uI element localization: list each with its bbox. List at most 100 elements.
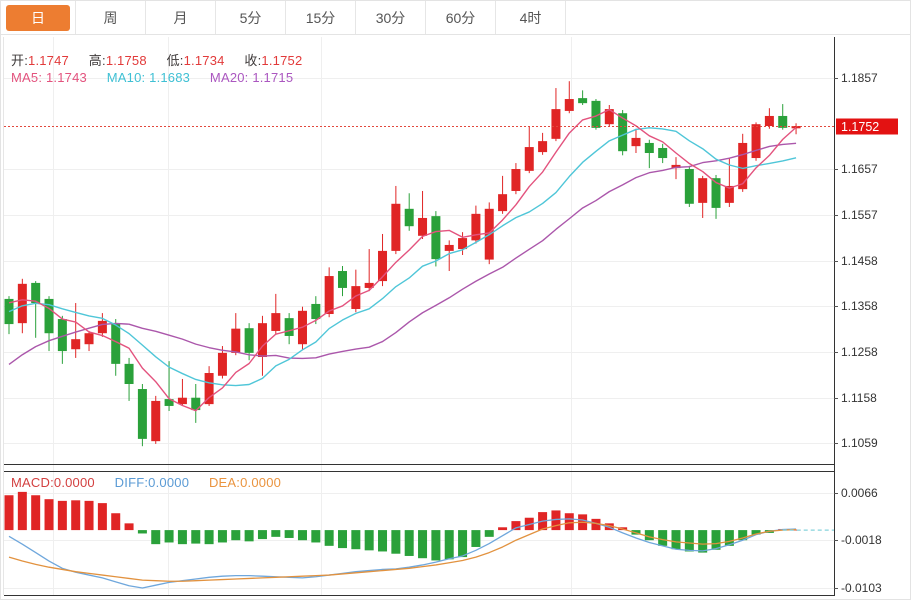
- diff-label: DIFF:: [114, 475, 149, 490]
- current-price-badge-value: 1.1752: [841, 120, 879, 134]
- macd-histogram-bar: [484, 530, 494, 537]
- candle-body: [151, 400, 161, 442]
- tab-30分[interactable]: 30分: [356, 1, 426, 34]
- macd-label: MACD:: [11, 475, 54, 490]
- candle-body: [511, 169, 521, 191]
- price-axis-label: 1.1657: [841, 162, 878, 176]
- candle-body: [671, 164, 681, 169]
- candle-body: [364, 282, 374, 288]
- macd-histogram-bar: [311, 530, 321, 543]
- candle-body: [284, 318, 294, 336]
- candle-body: [751, 124, 761, 159]
- candle-body: [738, 142, 748, 190]
- timeframe-tabs: 日周月 5分 15分 30分 60分 4时: [1, 1, 910, 35]
- candle-body: [124, 363, 134, 384]
- macd-histogram-bar: [297, 530, 307, 541]
- ma10-value: 1.1683: [149, 70, 191, 85]
- candle-body: [724, 185, 734, 203]
- candle-body: [644, 142, 654, 154]
- macd-histogram-bar: [351, 530, 361, 550]
- candle-body: [444, 244, 454, 251]
- dea-label: DEA:: [208, 475, 241, 490]
- ohlc-legend: 开:1.1747 高:1.1758 低:1.1734 收:1.1752: [11, 50, 318, 69]
- candle-body: [711, 178, 721, 208]
- candle-body: [57, 319, 67, 352]
- macd-histogram-bar: [31, 495, 41, 531]
- candle-body: [217, 352, 227, 376]
- macd-histogram-bar: [391, 530, 401, 554]
- macd-histogram-bar: [404, 530, 414, 556]
- macd-histogram-bar: [204, 530, 214, 545]
- candle-body: [311, 303, 321, 320]
- candle-body: [764, 115, 774, 127]
- macd-histogram-bar: [124, 523, 134, 531]
- tab-周[interactable]: 周: [76, 1, 146, 34]
- candle-body: [684, 169, 694, 204]
- macd-histogram-bar: [511, 521, 521, 531]
- macd-histogram-bar: [17, 491, 27, 531]
- ma5-line: [8, 108, 797, 412]
- candle-body: [271, 313, 281, 331]
- candle-body: [244, 328, 254, 353]
- macd-diff-line: [8, 518, 797, 589]
- macd-legend: MACD:0.0000 DIFF:0.0000 DEA:0.0000: [11, 475, 297, 490]
- candle-body: [778, 115, 788, 128]
- macd-histogram-bar: [658, 530, 668, 546]
- tab-5分[interactable]: 5分: [216, 1, 286, 34]
- macd-histogram-bar: [711, 530, 721, 550]
- macd-histogram-bar: [257, 530, 267, 540]
- macd-axis-label: -0.0018: [841, 533, 882, 547]
- candle-body: [458, 238, 468, 250]
- candle-body: [604, 109, 614, 125]
- candle-body: [111, 323, 121, 364]
- tab-4时[interactable]: 4时: [496, 1, 566, 34]
- macd-histogram-bar: [498, 527, 508, 531]
- macd-histogram-bar: [137, 530, 147, 534]
- ma20-value: 1.1715: [252, 70, 294, 85]
- macd-histogram-bar: [564, 513, 574, 531]
- candle-body: [257, 323, 267, 358]
- ma20-label: MA20:: [209, 70, 249, 85]
- candle-body: [84, 333, 94, 345]
- candle-body: [44, 298, 54, 334]
- candle-body: [351, 286, 361, 309]
- macd-histogram-bar: [111, 513, 121, 531]
- candle-body: [391, 203, 401, 251]
- ma20-line: [8, 142, 797, 366]
- close-label: 收:: [244, 53, 262, 68]
- macd-axis-label: 0.0066: [841, 486, 878, 500]
- macd-histogram-bar: [431, 530, 441, 561]
- macd-histogram-bar: [378, 530, 388, 552]
- dea-value: 0.0000: [240, 475, 282, 490]
- low-label: 低:: [166, 53, 184, 68]
- macd-histogram-bar: [591, 518, 601, 531]
- macd-axis-label: -0.0103: [841, 581, 882, 595]
- tab-月[interactable]: 月: [146, 1, 216, 34]
- price-axis-label: 1.1458: [841, 254, 878, 268]
- tab-日[interactable]: 日: [1, 1, 76, 34]
- candle-body: [378, 250, 388, 282]
- candle-body: [578, 98, 588, 104]
- candle-body: [164, 399, 174, 406]
- tab-60分[interactable]: 60分: [426, 1, 496, 34]
- ma10-line: [8, 127, 797, 387]
- macd-histogram-bar: [231, 530, 241, 541]
- ma5-value: 1.1743: [45, 70, 87, 85]
- high-value: 1.1758: [105, 53, 147, 68]
- macd-histogram-bar: [177, 530, 187, 545]
- candle-body: [324, 276, 334, 315]
- candle-body: [564, 99, 574, 111]
- macd-histogram-bar: [418, 530, 428, 559]
- candle-body: [31, 282, 41, 304]
- ma-legend: MA5: 1.1743 MA10: 1.1683 MA20: 1.1715: [11, 70, 309, 85]
- macd-histogram-bar: [191, 530, 201, 544]
- candle-body: [471, 213, 481, 241]
- tab-15分[interactable]: 15分: [286, 1, 356, 34]
- diff-value: 0.0000: [148, 475, 190, 490]
- open-label: 开:: [11, 53, 29, 68]
- macd-histogram-bar: [364, 530, 374, 551]
- price-axis-label: 1.1857: [841, 71, 878, 85]
- macd-histogram-bar: [698, 530, 708, 553]
